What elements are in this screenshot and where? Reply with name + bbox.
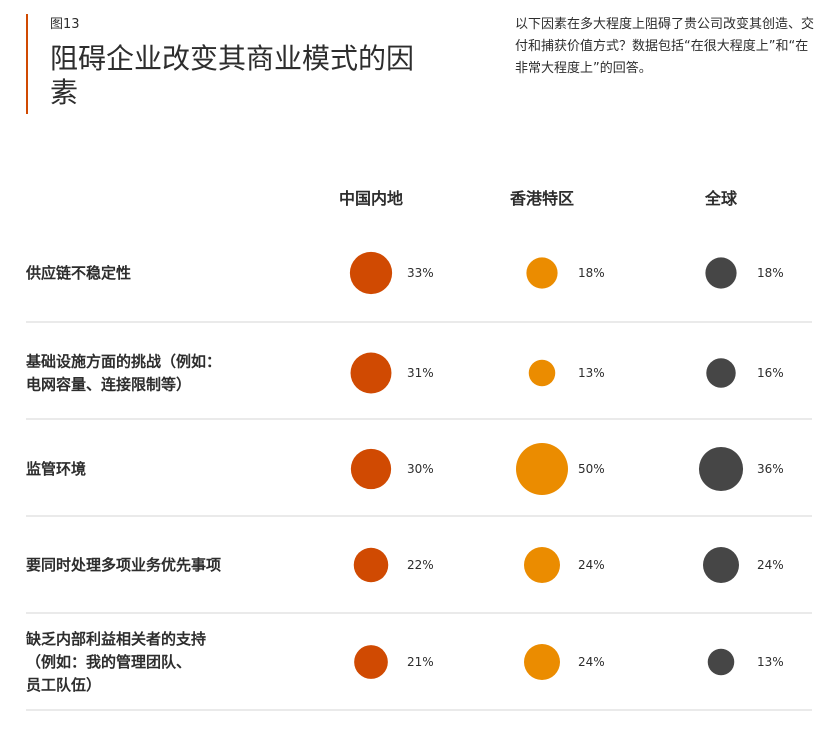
- bubble: [353, 547, 389, 583]
- column-header: 香港特区: [509, 189, 574, 208]
- bubble: [350, 352, 392, 394]
- row-label: 监管环境: [26, 460, 86, 478]
- row-label: 员工队伍）: [26, 676, 101, 694]
- bubble: [349, 251, 393, 295]
- row-label: 供应链不稳定性: [25, 264, 131, 282]
- accent-bar: [26, 14, 28, 114]
- value-label: 18%: [578, 266, 605, 280]
- value-label: 36%: [757, 462, 784, 476]
- row-label: 电网容量、连接限制等）: [26, 376, 191, 394]
- bubble: [523, 643, 561, 681]
- value-label: 24%: [757, 558, 784, 572]
- bubble: [526, 257, 558, 289]
- bubble: [350, 448, 392, 490]
- row-label: 要同时处理多项业务优先事项: [26, 556, 221, 574]
- bubble: [702, 546, 740, 584]
- bubble: [698, 446, 744, 492]
- value-label: 33%: [407, 266, 434, 280]
- bubble: [705, 257, 737, 289]
- value-label: 24%: [578, 655, 605, 669]
- value-label: 13%: [757, 655, 784, 669]
- value-label: 13%: [578, 366, 605, 380]
- row-label: 基础设施方面的挑战（例如：: [25, 353, 221, 371]
- row-label: （例如：我的管理团队、: [26, 653, 191, 671]
- row-label: 缺乏内部利益相关者的支持: [25, 630, 206, 648]
- bubble: [516, 443, 568, 495]
- bubble: [523, 546, 561, 584]
- value-label: 22%: [407, 558, 434, 572]
- column-header: 中国内地: [339, 189, 403, 208]
- value-label: 31%: [407, 366, 434, 380]
- bubble: [707, 648, 735, 676]
- value-label: 18%: [757, 266, 784, 280]
- value-label: 16%: [757, 366, 784, 380]
- value-label: 30%: [407, 462, 434, 476]
- figure-label: 图13: [50, 17, 80, 32]
- chart-note: 以下因素在多大程度上阻碍了贵公司改变其创造、交付和捕获价值方式？数据包括“在很大…: [515, 17, 815, 76]
- bubble: [528, 359, 556, 387]
- bubble: [706, 358, 736, 388]
- chart-title: 阻碍企业改变其商业模式的因素: [50, 42, 415, 109]
- value-label: 21%: [407, 655, 434, 669]
- column-header: 全球: [704, 189, 738, 208]
- value-label: 24%: [578, 558, 605, 572]
- bubble: [354, 645, 388, 679]
- value-label: 50%: [578, 462, 605, 476]
